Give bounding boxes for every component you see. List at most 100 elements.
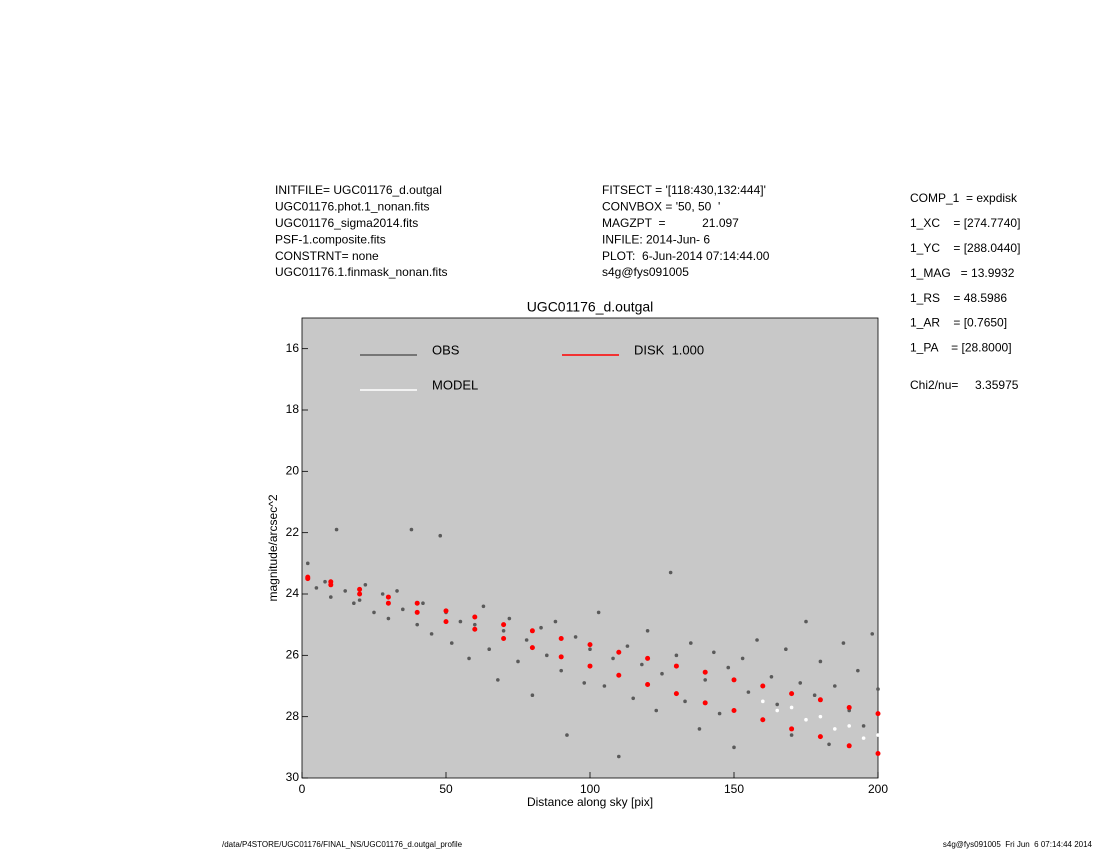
point	[846, 704, 852, 710]
point	[516, 659, 520, 664]
point	[553, 619, 558, 624]
point	[804, 717, 808, 722]
x-tick-label: 150	[724, 782, 744, 796]
point	[357, 586, 363, 592]
point	[602, 684, 607, 688]
header-middle-line: INFILE: 2014-Jun- 6	[602, 232, 710, 246]
point	[833, 727, 837, 731]
chart-title: UGC01176_d.outgal	[527, 299, 654, 315]
point	[846, 743, 852, 749]
point	[804, 619, 808, 624]
point	[559, 668, 563, 673]
point	[726, 665, 731, 670]
point	[847, 724, 851, 728]
point	[702, 700, 708, 706]
y-tick-label: 20	[286, 464, 300, 478]
point	[443, 608, 449, 614]
point	[449, 641, 454, 645]
point	[385, 600, 391, 606]
header-middle-line: CONVBOX = '50, 50 '	[602, 200, 720, 214]
legend-label: MODEL	[432, 377, 478, 392]
point	[674, 653, 679, 658]
point	[438, 533, 443, 538]
point	[323, 579, 327, 584]
point	[660, 671, 664, 676]
point	[472, 626, 478, 632]
point	[582, 681, 587, 685]
header-middle-line: MAGZPT = 21.097	[602, 216, 739, 230]
header-middle-line: s4g@fys091005	[602, 265, 689, 279]
header-right-line: 1_MAG = 13.9932	[910, 266, 1015, 280]
header-right-line: 1_PA = [28.8000]	[910, 341, 1012, 355]
plot-area	[301, 317, 879, 779]
point	[841, 641, 846, 645]
point	[746, 690, 751, 694]
point	[775, 708, 779, 713]
point	[640, 662, 644, 667]
point	[314, 586, 319, 590]
point	[702, 669, 708, 675]
point	[697, 727, 702, 731]
point	[625, 644, 630, 648]
point	[357, 591, 363, 597]
point	[645, 655, 651, 661]
point	[415, 622, 420, 627]
point	[558, 635, 564, 641]
point	[472, 614, 478, 620]
point	[305, 576, 311, 582]
point	[496, 678, 500, 682]
point	[529, 628, 535, 634]
point	[305, 561, 310, 566]
point	[775, 702, 779, 707]
point	[654, 708, 659, 713]
point	[611, 656, 615, 661]
point	[798, 681, 803, 685]
point	[861, 736, 866, 740]
header-right-line: 1_AR = [0.7650]	[910, 316, 1007, 330]
point	[668, 570, 673, 575]
header-right-line: 1_RS = 48.5986	[910, 291, 1007, 305]
point	[875, 711, 881, 717]
point	[596, 610, 601, 615]
point	[458, 619, 463, 624]
point	[703, 678, 707, 682]
point	[395, 589, 399, 593]
point	[530, 693, 535, 697]
point	[352, 601, 356, 605]
point	[343, 589, 348, 593]
header-right-line: 1_XC = [274.7740]	[910, 216, 1020, 230]
point	[329, 595, 333, 599]
point	[372, 610, 376, 615]
point	[789, 705, 794, 710]
point	[689, 641, 693, 645]
point	[481, 604, 486, 609]
point	[731, 677, 737, 683]
point	[616, 672, 622, 678]
point	[760, 683, 766, 689]
point	[545, 653, 549, 658]
y-tick-label: 24	[286, 586, 300, 600]
point	[740, 656, 745, 661]
point	[414, 600, 420, 606]
point	[524, 638, 529, 642]
point	[760, 717, 766, 723]
point	[683, 699, 687, 704]
point	[328, 582, 334, 588]
point	[870, 632, 875, 636]
point	[817, 734, 823, 740]
point	[875, 750, 881, 756]
header-left-line: CONSTRNT= none	[275, 249, 379, 263]
point	[401, 607, 405, 612]
point	[732, 745, 736, 750]
point	[645, 681, 651, 687]
point	[386, 616, 391, 621]
legend-label: OBS	[432, 342, 460, 357]
point	[818, 714, 823, 719]
point	[617, 754, 621, 759]
header-right-line: 1_YC = [288.0440]	[910, 241, 1020, 255]
point	[673, 691, 679, 697]
point	[529, 645, 535, 651]
y-tick-label: 28	[286, 709, 300, 723]
point	[501, 629, 506, 633]
header-left-line: UGC01176.1.finmask_nonan.fits	[275, 265, 448, 279]
